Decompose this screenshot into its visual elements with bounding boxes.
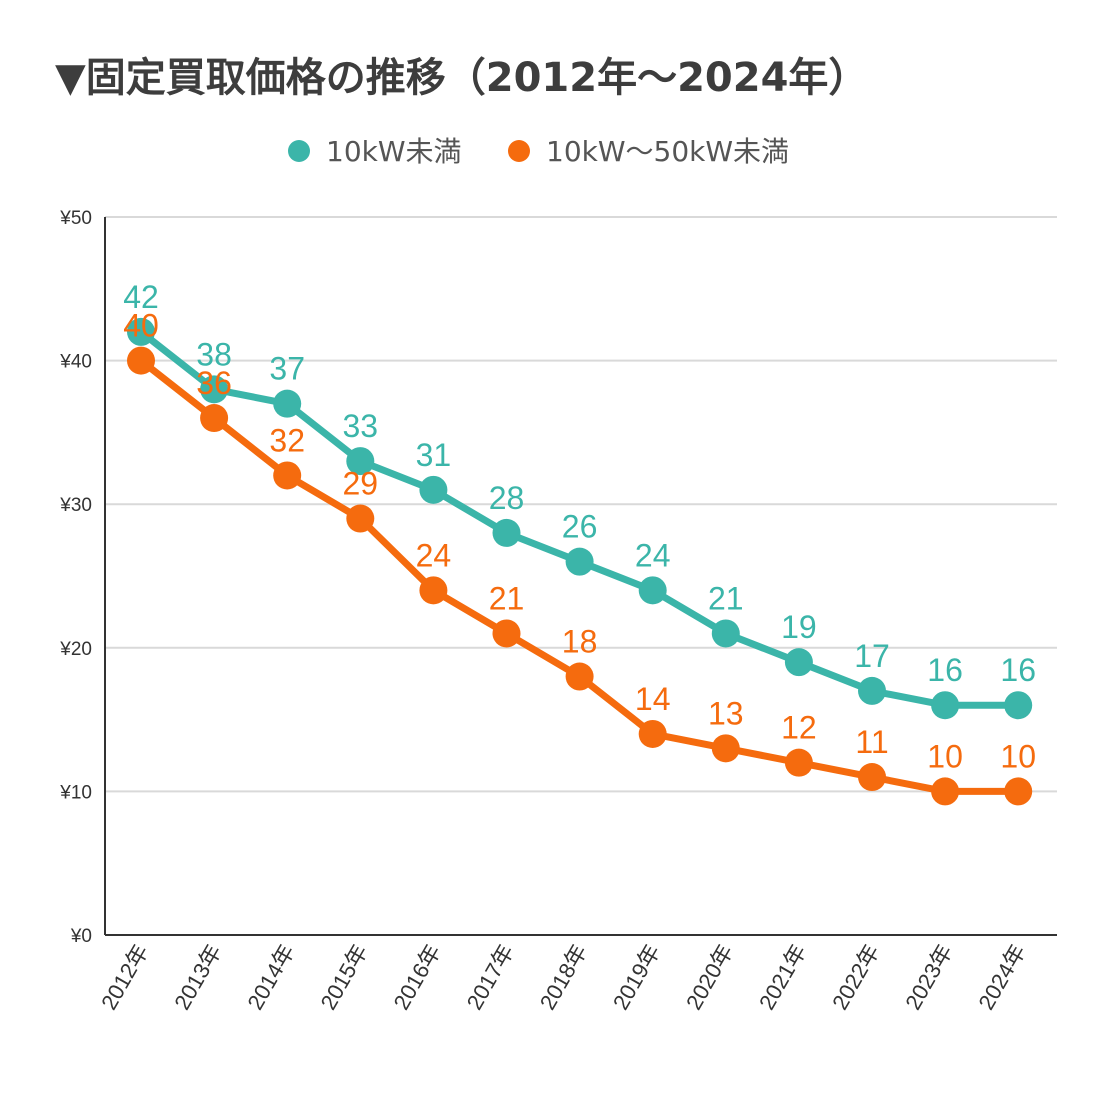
y-tick-label: ¥0 bbox=[70, 926, 92, 947]
data-point bbox=[346, 504, 375, 533]
x-tick-label: 2023年 bbox=[900, 940, 957, 1014]
data-point bbox=[492, 619, 521, 648]
x-tick-label: 2020年 bbox=[681, 940, 738, 1014]
x-tick-label: 2013年 bbox=[169, 940, 226, 1014]
data-point bbox=[638, 719, 667, 748]
data-point bbox=[784, 648, 813, 677]
data-label: 42 bbox=[123, 279, 159, 315]
data-label: 24 bbox=[416, 537, 452, 573]
axes: ¥0 ¥10 ¥20 ¥30 ¥40 ¥50 2012年 2013年 2014年 2015年 201… bbox=[59, 208, 1057, 1014]
data-label: 11 bbox=[855, 724, 888, 760]
data-label: 28 bbox=[489, 480, 525, 516]
y-tick-label: ¥30 bbox=[59, 495, 92, 516]
data-label: 18 bbox=[562, 624, 598, 660]
data-labels: 42 38 37 33 31 28 26 24 21 19 17 16 16 40 36 32 29 24 21 18… bbox=[123, 279, 1036, 775]
legend: 10kW未満 10kW〜50kW未満 bbox=[288, 135, 789, 168]
data-label: 21 bbox=[489, 580, 525, 616]
data-point bbox=[346, 447, 375, 476]
data-label: 29 bbox=[343, 466, 379, 502]
data-point bbox=[858, 676, 886, 705]
x-tick-label: 2016年 bbox=[389, 940, 446, 1014]
legend-marker-2 bbox=[508, 140, 530, 162]
x-tick-label: 2014年 bbox=[242, 940, 299, 1014]
data-label: 36 bbox=[196, 365, 232, 401]
data-label: 17 bbox=[854, 638, 890, 674]
x-tick-label: 2024年 bbox=[973, 940, 1030, 1014]
data-point bbox=[565, 662, 594, 691]
data-label: 10 bbox=[927, 738, 963, 774]
x-tick-label: 2012年 bbox=[96, 940, 153, 1014]
data-point bbox=[200, 375, 229, 404]
legend-marker-1 bbox=[288, 140, 310, 162]
x-tick-label: 2017年 bbox=[462, 940, 519, 1014]
data-label: 40 bbox=[123, 308, 159, 344]
data-label: 12 bbox=[781, 710, 817, 746]
legend-label-1: 10kW未満 bbox=[326, 135, 462, 168]
data-label: 33 bbox=[343, 408, 379, 444]
data-point bbox=[127, 346, 155, 375]
series-points bbox=[127, 317, 1033, 806]
data-label: 31 bbox=[416, 437, 452, 473]
y-tick-label: ¥10 bbox=[59, 782, 92, 803]
data-point bbox=[419, 475, 448, 504]
data-point bbox=[565, 547, 594, 576]
data-point bbox=[858, 763, 886, 792]
data-label: 10 bbox=[1000, 738, 1036, 774]
data-point bbox=[419, 576, 448, 605]
gridlines bbox=[105, 216, 1057, 793]
data-point bbox=[711, 619, 740, 648]
x-tick-label: 2019年 bbox=[608, 940, 665, 1014]
data-label: 19 bbox=[781, 609, 817, 645]
data-point bbox=[638, 576, 667, 605]
data-point bbox=[273, 461, 302, 490]
data-point bbox=[273, 389, 302, 418]
data-label: 16 bbox=[927, 652, 963, 688]
data-label: 38 bbox=[196, 336, 232, 372]
y-tick-label: ¥50 bbox=[59, 208, 92, 229]
data-label: 24 bbox=[635, 537, 671, 573]
data-point bbox=[200, 404, 229, 433]
x-tick-label: 2018年 bbox=[535, 940, 592, 1014]
chart-title: ▼固定買取価格の推移（2012年〜2024年） bbox=[55, 55, 869, 101]
data-point bbox=[1004, 777, 1033, 806]
y-tick-label: ¥40 bbox=[59, 352, 92, 373]
data-label: 21 bbox=[708, 580, 744, 616]
data-point bbox=[931, 691, 960, 720]
data-label: 14 bbox=[635, 681, 671, 717]
data-point bbox=[492, 518, 521, 547]
x-tick-label: 2021年 bbox=[754, 940, 811, 1014]
x-tick-label: 2022年 bbox=[827, 940, 884, 1014]
legend-label-2: 10kW〜50kW未満 bbox=[546, 135, 789, 168]
x-tick-label: 2015年 bbox=[316, 940, 373, 1014]
data-label: 37 bbox=[269, 351, 305, 387]
data-point bbox=[1004, 691, 1033, 720]
y-tick-label: ¥20 bbox=[59, 639, 92, 660]
data-point bbox=[931, 777, 960, 806]
data-label: 26 bbox=[562, 509, 598, 545]
data-point bbox=[711, 734, 740, 763]
data-point bbox=[784, 748, 813, 777]
data-label: 16 bbox=[1000, 652, 1036, 688]
data-label: 32 bbox=[269, 422, 305, 458]
data-label: 13 bbox=[708, 695, 744, 731]
data-point bbox=[127, 317, 155, 346]
